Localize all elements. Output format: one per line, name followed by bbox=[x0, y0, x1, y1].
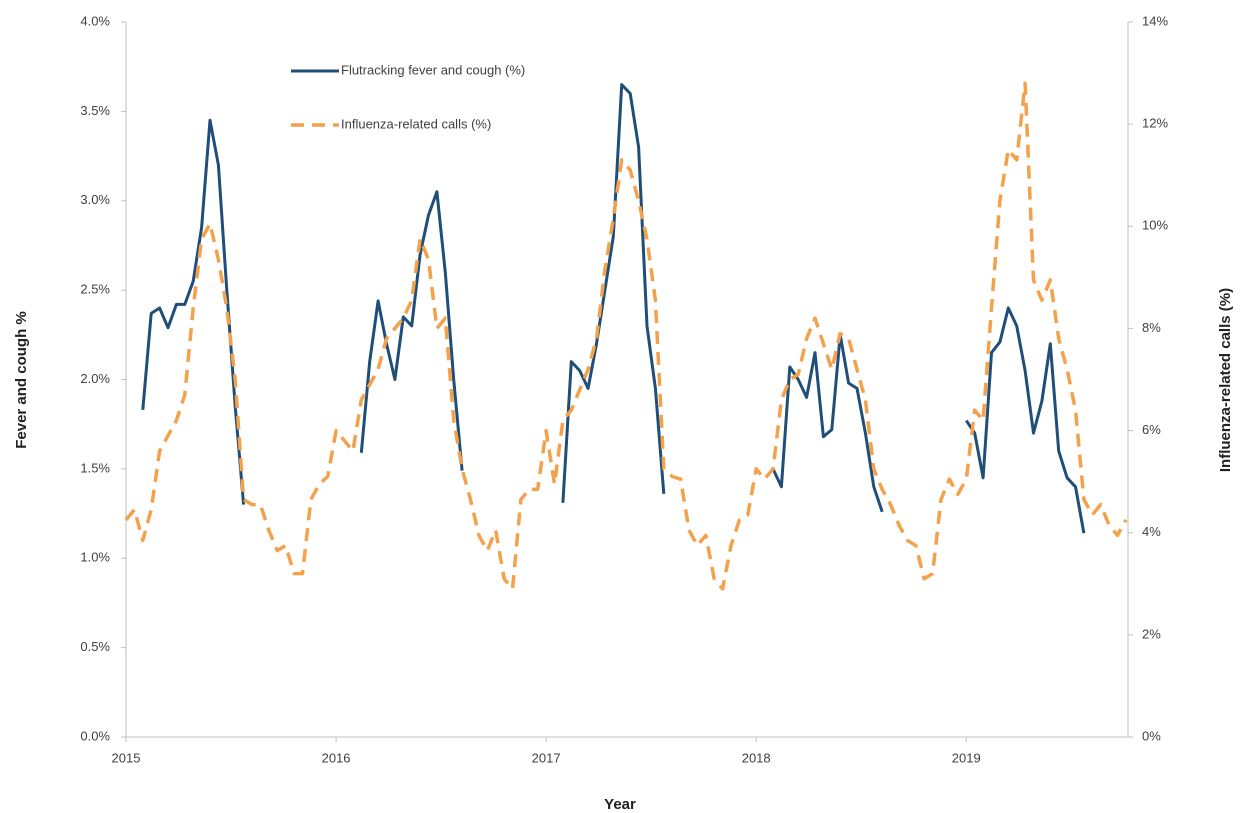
x-axis-title: Year bbox=[604, 796, 636, 813]
y2-tick-label: 12% bbox=[1142, 116, 1168, 131]
y-tick-label: 4.0% bbox=[80, 13, 110, 28]
y2-axis-title: Influenza-related calls (%) bbox=[1217, 288, 1234, 472]
x-tick-label: 2015 bbox=[112, 750, 141, 765]
x-tick-label: 2019 bbox=[952, 750, 981, 765]
y2-tick-label: 8% bbox=[1142, 320, 1161, 335]
series-line bbox=[124, 81, 1128, 591]
x-tick-label: 2016 bbox=[322, 750, 351, 765]
y2-tick-label: 14% bbox=[1142, 13, 1168, 28]
y-tick-label: 3.0% bbox=[80, 192, 110, 207]
y-tick-label: 1.5% bbox=[80, 460, 110, 475]
y-tick-label: 0.5% bbox=[80, 639, 110, 654]
x-tick-label: 2017 bbox=[532, 750, 561, 765]
y-axis-title: Fever and cough % bbox=[13, 311, 30, 449]
series-line bbox=[141, 83, 1086, 534]
legend-label: Flutracking fever and cough (%) bbox=[341, 62, 525, 77]
y2-tick-label: 0% bbox=[1142, 728, 1161, 743]
y2-tick-label: 6% bbox=[1142, 422, 1161, 437]
y-tick-label: 0.0% bbox=[80, 728, 110, 743]
legend-label: Influenza-related calls (%) bbox=[341, 116, 491, 131]
y2-tick-label: 4% bbox=[1142, 524, 1161, 539]
y2-tick-label: 10% bbox=[1142, 218, 1168, 233]
y-tick-label: 2.5% bbox=[80, 282, 110, 297]
x-tick-label: 2018 bbox=[742, 750, 771, 765]
y-tick-label: 3.5% bbox=[80, 103, 110, 118]
y-tick-label: 1.0% bbox=[80, 550, 110, 565]
y-tick-label: 2.0% bbox=[80, 371, 110, 386]
y2-tick-label: 2% bbox=[1142, 626, 1161, 641]
